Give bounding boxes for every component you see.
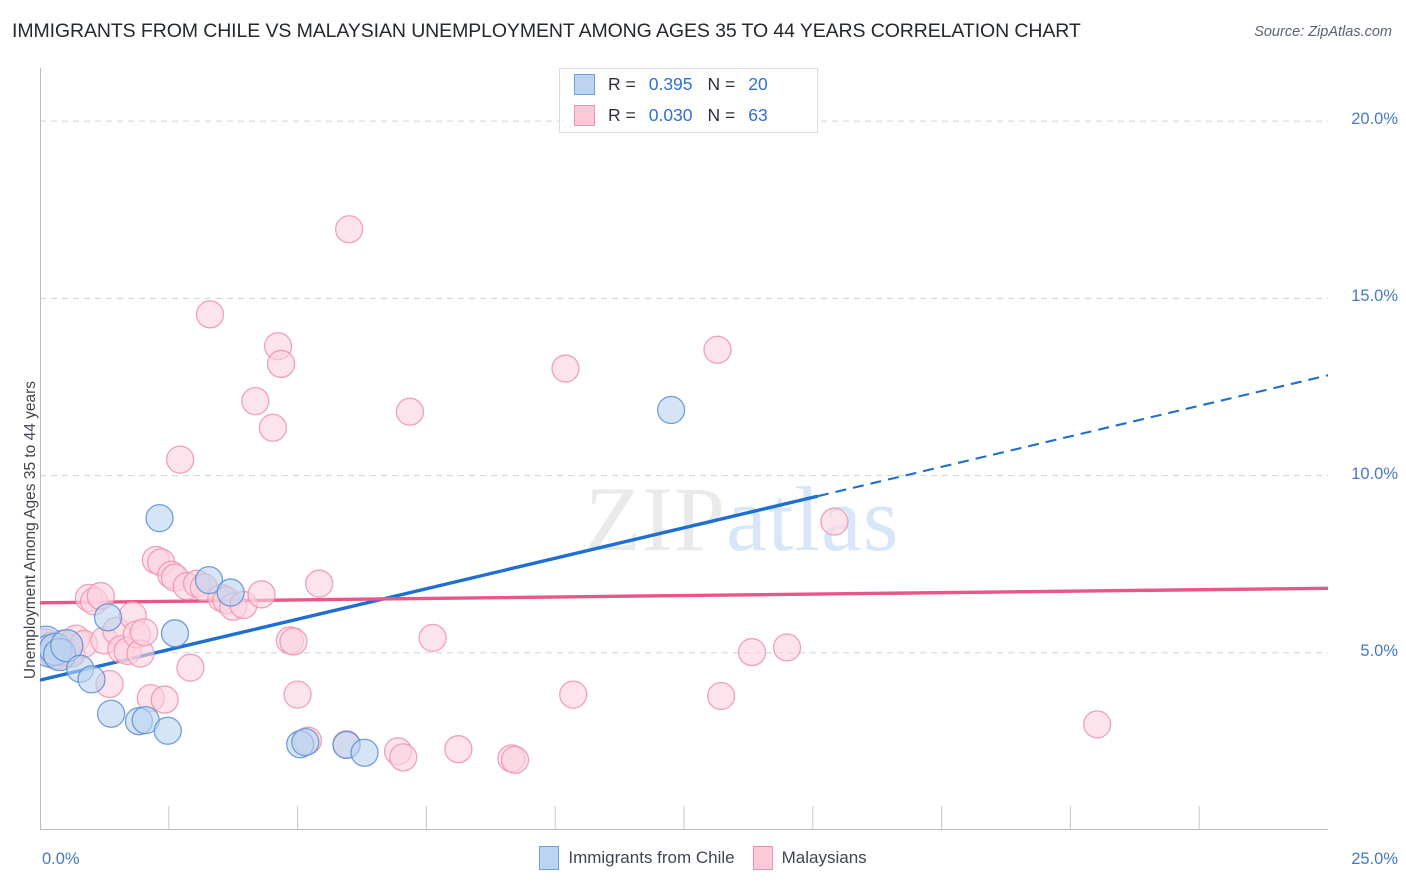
scatter-point [656,395,686,425]
scatter-point [258,413,288,442]
scatter-point [305,569,334,598]
legend-entry-chile[interactable]: Immigrants from Chile [539,846,735,870]
legend-label-chile: Immigrants from Chile [568,848,735,867]
stats-n-label-blue: N = [707,74,736,94]
scatter-point [279,627,308,656]
plot-area: ZIPatlas Unemployment Among Ages 35 to 4… [22,68,1328,830]
x-tick-min: 0.0% [42,850,80,868]
stats-n-label-pink: N = [707,105,736,125]
plot-svg [40,68,1328,830]
legend-swatch-blue [539,846,560,870]
scatter-point [418,623,447,653]
stats-r-label-blue: R = [608,74,636,94]
scatter-point [444,735,473,764]
axes [40,68,1328,830]
scatter-point [145,503,174,533]
scatter-point [772,633,802,662]
scatter-point [241,387,270,416]
scatter-point [737,637,767,667]
legend-swatch-pink [752,846,773,870]
legend-label-malaysians: Malaysians [781,848,867,867]
trend-lines [40,374,1328,682]
scatter-point [820,507,849,536]
scatter-point [395,397,425,426]
stats-n-value-blue: 20 [748,74,768,94]
scatter-point [500,745,530,774]
scatter-point [160,619,190,648]
scatter-points-malaysians [40,215,1112,774]
source-label: Source: ZipAtlas.com [1254,24,1392,40]
scatter-points-chile [40,395,686,767]
page-title: IMMIGRANTS FROM CHILE VS MALAYSIAN UNEMP… [12,20,1081,42]
stats-swatch-blue [574,74,595,95]
trendline-solid [40,494,819,682]
y-axis-label: Unemployment Among Ages 35 to 44 years [22,380,39,680]
stats-legend-box: R = 0.395 N = 20 R = 0.030 N = 63 [559,68,818,133]
scatter-point [150,685,179,714]
stats-r-value-pink: 0.030 [648,105,693,125]
scatter-point [195,300,225,329]
scatter-point [77,665,106,694]
scatter-point [551,354,580,383]
y-tick-label: 15.0% [1351,287,1398,306]
scatter-point [216,578,245,607]
stats-r-label-pink: R = [608,105,636,125]
scatter-point [389,743,418,772]
scatter-point [706,681,736,711]
stats-row-malaysians: R = 0.030 N = 63 [560,100,817,131]
scatter-point [291,727,320,757]
y-tick-label: 10.0% [1351,464,1398,483]
y-tick-label: 20.0% [1351,110,1398,129]
scatter-point [176,653,205,682]
stats-r-value-blue: 0.395 [648,74,693,94]
scatter-point [350,738,379,767]
scatter-point [703,335,732,364]
x-tick-marks [168,806,1200,830]
scatter-point [334,215,364,244]
scatter-point [50,629,84,663]
stats-row-chile: R = 0.395 N = 20 [560,69,817,100]
scatter-point [266,349,296,379]
scatter-point [283,680,312,709]
legend-entry-malaysians[interactable]: Malaysians [752,846,867,870]
x-tick-max: 25.0% [1351,850,1398,868]
scatter-point [153,716,182,745]
stats-n-value-pink: 63 [748,105,768,125]
scatter-point [194,565,224,595]
scatter-point [1083,710,1112,739]
scatter-point [96,699,126,728]
series-legend: Immigrants from Chile Malaysians [0,846,1406,870]
scatter-point [247,580,276,609]
gridlines [40,120,1328,654]
scatter-point [165,445,195,474]
scatter-point [93,603,123,632]
scatter-point [559,680,588,709]
trendline-dashed [817,374,1328,498]
scatter-point [129,618,159,647]
y-tick-label: 5.0% [1360,641,1398,660]
stats-swatch-pink [574,105,595,126]
